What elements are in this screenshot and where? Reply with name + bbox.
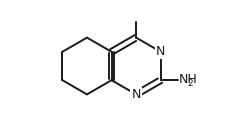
Text: 2: 2 xyxy=(187,79,193,88)
Text: N: N xyxy=(131,88,141,101)
Text: N: N xyxy=(156,45,165,58)
Text: NH: NH xyxy=(178,73,197,86)
